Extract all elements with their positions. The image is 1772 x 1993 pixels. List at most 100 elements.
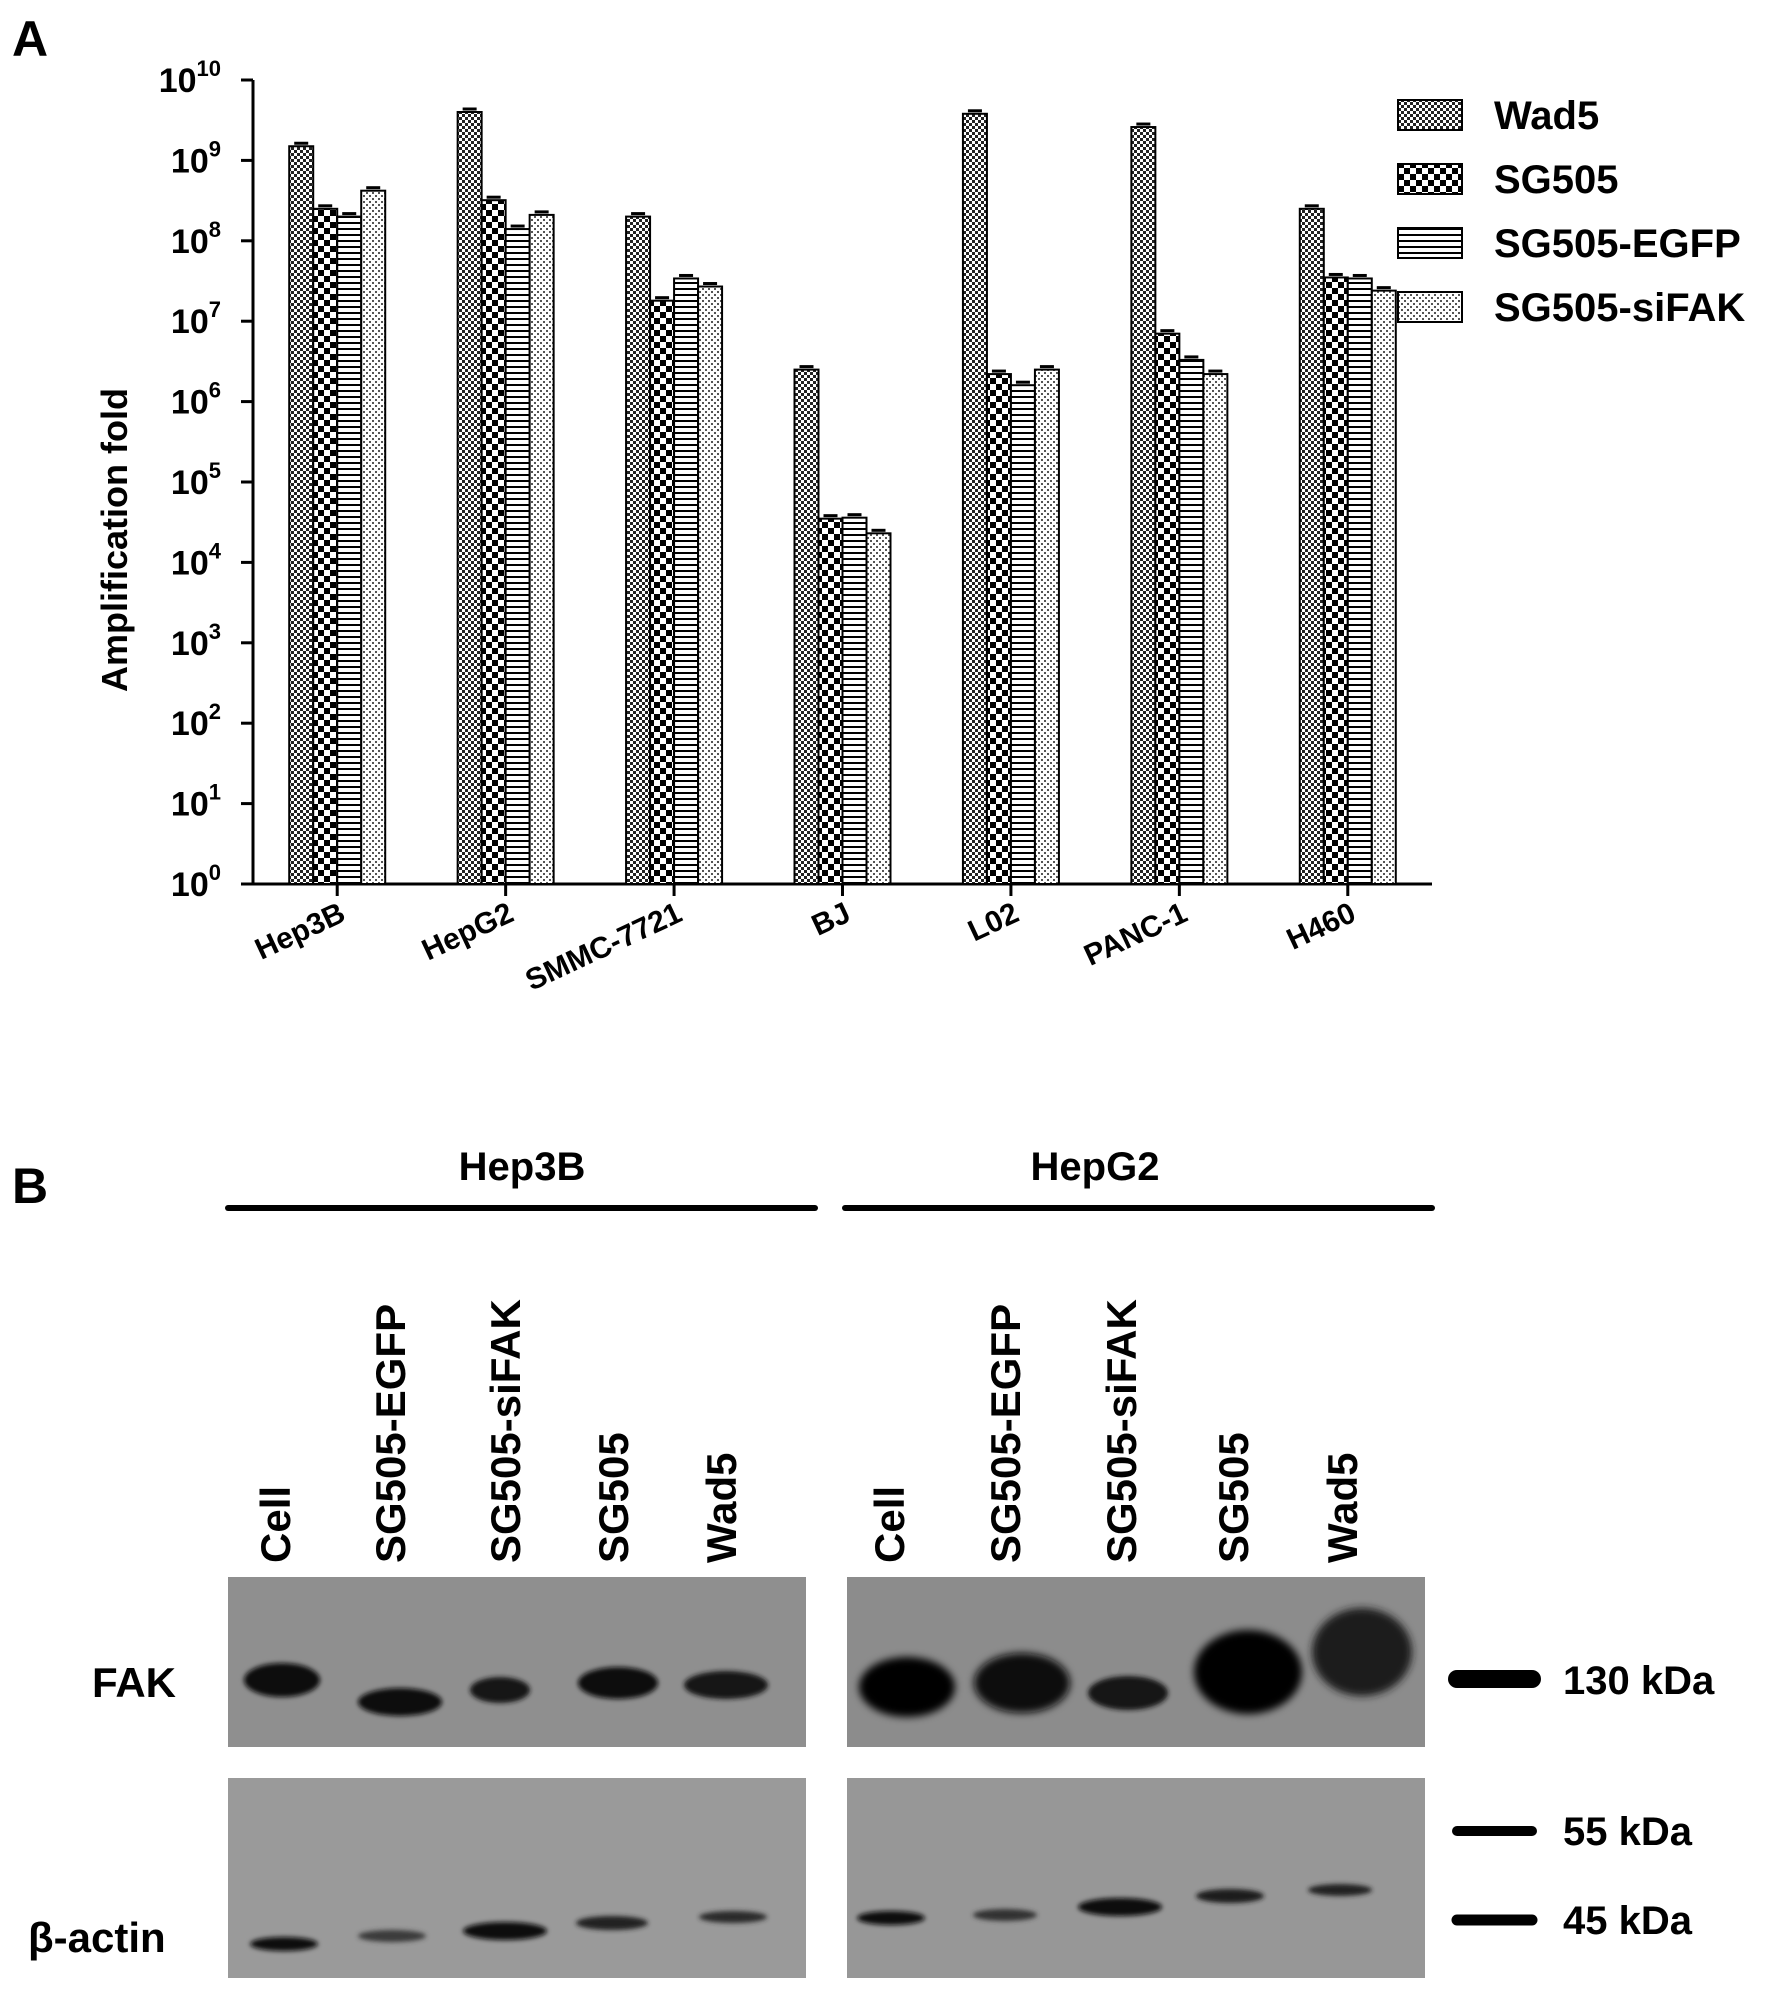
y-tick-label: 103 bbox=[171, 619, 221, 663]
y-tick-label: 105 bbox=[171, 458, 221, 502]
chart-legend: Wad5 SG505 SG505-EGFP SG505-siFAK bbox=[1397, 94, 1745, 330]
bar-hep3b-wad5 bbox=[288, 145, 315, 886]
y-tick-label: 100 bbox=[171, 860, 221, 904]
panel-a-label: A bbox=[12, 11, 48, 67]
bar-l02-sg505-egfp bbox=[1009, 384, 1036, 885]
actin-blot-hepg2 bbox=[847, 1778, 1425, 1978]
bar-smmc-7721-sg505 bbox=[649, 299, 676, 885]
y-tick-label: 1010 bbox=[159, 56, 221, 100]
y-tick-label: 102 bbox=[171, 699, 221, 743]
y-axis-ticks: 100 101 102 103 104 105 106 107 108 109 1010 bbox=[159, 56, 253, 904]
band-actin-hepg2-sg505 bbox=[1196, 1889, 1264, 1903]
bar-h460-sg505-egfp bbox=[1346, 277, 1373, 885]
lane-label-hep3b-sg505: SG505 bbox=[590, 1432, 637, 1563]
bar-hep3b-sg505-sifak bbox=[360, 189, 387, 886]
bar-h460-sg505 bbox=[1322, 276, 1349, 886]
band-fak-hep3b-sg505 bbox=[578, 1667, 658, 1699]
lane-label-hepg2-cell: Cell bbox=[866, 1486, 913, 1563]
x-tick-label-bj: BJ bbox=[807, 896, 856, 942]
marker-label-130: 130 kDa bbox=[1563, 1659, 1715, 1703]
band-fak-hepg2-sg505-sifak bbox=[1088, 1676, 1168, 1710]
lane-label-hep3b-wad5: Wad5 bbox=[698, 1453, 745, 1563]
bar-l02-sg505 bbox=[985, 373, 1012, 885]
western-blot: Hep3B HepG2 Cell SG505-EGFP SG505-siFAK SG5… bbox=[28, 1145, 1715, 1978]
lane-label-hep3b-cell: Cell bbox=[252, 1486, 299, 1563]
legend-swatch-sg505-sifak bbox=[1397, 291, 1463, 323]
band-fak-hepg2-sg505-egfp bbox=[974, 1653, 1070, 1713]
x-tick-label-panc-1: PANC-1 bbox=[1079, 896, 1192, 972]
legend-label-sg505: SG505 bbox=[1494, 158, 1619, 202]
band-actin-hepg2-sg505-sifak bbox=[1078, 1898, 1162, 1916]
band-actin-hep3b-sg505-sifak bbox=[463, 1922, 547, 1940]
bar-h460-wad5 bbox=[1298, 207, 1325, 886]
bar-l02-sg505-sifak bbox=[1033, 368, 1060, 885]
lane-label-hep3b-sg505-egfp: SG505-EGFP bbox=[367, 1304, 414, 1563]
band-actin-hep3b-wad5 bbox=[699, 1911, 767, 1923]
bar-panc-1-sg505 bbox=[1154, 332, 1181, 885]
row-label-beta-actin: β-actin bbox=[28, 1914, 166, 1961]
lane-label-hepg2-sg505-sifak: SG505-siFAK bbox=[1098, 1299, 1145, 1563]
y-tick-label: 108 bbox=[171, 217, 221, 261]
bar-hepg2-sg505-sifak bbox=[528, 213, 555, 886]
legend-label-wad5: Wad5 bbox=[1494, 94, 1599, 138]
amplification-chart: Amplification fold 100 101 102 103 104 105 106… bbox=[94, 56, 1745, 998]
y-tick-label: 101 bbox=[171, 780, 221, 824]
bar-bj-sg505 bbox=[817, 517, 844, 885]
x-tick-label-smmc-7721: SMMC-7721 bbox=[520, 896, 687, 997]
bar-l02-wad5 bbox=[961, 112, 988, 885]
y-tick-label: 107 bbox=[171, 297, 221, 341]
y-tick-label: 109 bbox=[171, 136, 221, 180]
bar-bj-wad5 bbox=[793, 368, 820, 885]
bar-bj-sg505-egfp bbox=[841, 516, 868, 885]
y-tick-label: 104 bbox=[171, 538, 222, 582]
y-tick-label: 106 bbox=[171, 378, 221, 422]
bar-hepg2-sg505 bbox=[480, 199, 507, 886]
band-fak-hepg2-sg505 bbox=[1194, 1630, 1302, 1714]
fak-blot-hep3b bbox=[228, 1577, 806, 1747]
bar-smmc-7721-sg505-egfp bbox=[673, 277, 700, 885]
band-actin-hepg2-cell bbox=[857, 1911, 925, 1925]
bar-panc-1-sg505-egfp bbox=[1178, 358, 1205, 885]
band-fak-hep3b-wad5 bbox=[684, 1671, 768, 1699]
bar-bj-sg505-sifak bbox=[865, 532, 892, 885]
bar-panc-1-wad5 bbox=[1130, 126, 1157, 886]
bar-hepg2-sg505-egfp bbox=[504, 228, 531, 885]
band-fak-hep3b-sg505-sifak bbox=[470, 1677, 530, 1703]
legend-swatch-wad5 bbox=[1397, 99, 1463, 131]
bar-smmc-7721-sg505-sifak bbox=[697, 285, 724, 885]
y-axis-label: Amplification fold bbox=[94, 388, 135, 692]
band-fak-hep3b-sg505-egfp bbox=[358, 1688, 442, 1716]
group-label-hep3b: Hep3B bbox=[459, 1145, 586, 1189]
legend-label-sg505-sifak: SG505-siFAK bbox=[1494, 286, 1745, 330]
x-tick-label-hep3b: Hep3B bbox=[250, 896, 350, 966]
x-axis-ticks: Hep3B HepG2 SMMC-7721 BJ L02 PANC-1 H460 bbox=[250, 884, 1361, 998]
band-actin-hepg2-sg505-egfp bbox=[973, 1909, 1037, 1921]
band-fak-hepg2-cell bbox=[859, 1657, 955, 1717]
lane-label-hepg2-wad5: Wad5 bbox=[1319, 1453, 1366, 1563]
lane-label-hepg2-sg505: SG505 bbox=[1210, 1432, 1257, 1563]
bar-smmc-7721-wad5 bbox=[625, 215, 652, 886]
group-label-hepg2: HepG2 bbox=[1031, 1145, 1160, 1189]
bar-hep3b-sg505-egfp bbox=[336, 215, 363, 886]
lane-label-hepg2-sg505-egfp: SG505-EGFP bbox=[982, 1304, 1029, 1563]
marker-label-45: 45 kDa bbox=[1563, 1899, 1693, 1943]
bar-h460-sg505-sifak bbox=[1370, 289, 1397, 885]
panel-b-label: B bbox=[12, 1158, 48, 1214]
bar-hep3b-sg505 bbox=[312, 207, 339, 886]
x-tick-label-l02: L02 bbox=[963, 896, 1024, 948]
lane-label-hep3b-sg505-sifak: SG505-siFAK bbox=[482, 1299, 529, 1563]
band-actin-hep3b-sg505-egfp bbox=[358, 1930, 426, 1942]
bar-series-group bbox=[288, 107, 1397, 886]
x-tick-label-h460: H460 bbox=[1282, 896, 1361, 956]
x-tick-label-hepg2: HepG2 bbox=[417, 896, 519, 967]
legend-swatch-sg505-egfp bbox=[1397, 227, 1463, 259]
bar-panc-1-sg505-sifak bbox=[1202, 373, 1229, 885]
actin-blot-hep3b bbox=[228, 1778, 806, 1978]
legend-label-sg505-egfp: SG505-EGFP bbox=[1494, 222, 1741, 266]
band-fak-hep3b-cell bbox=[244, 1663, 320, 1697]
band-fak-hepg2-wad5 bbox=[1312, 1608, 1412, 1696]
band-actin-hepg2-wad5 bbox=[1308, 1884, 1372, 1896]
band-actin-hep3b-cell bbox=[250, 1937, 318, 1951]
bar-hepg2-wad5 bbox=[456, 110, 483, 885]
